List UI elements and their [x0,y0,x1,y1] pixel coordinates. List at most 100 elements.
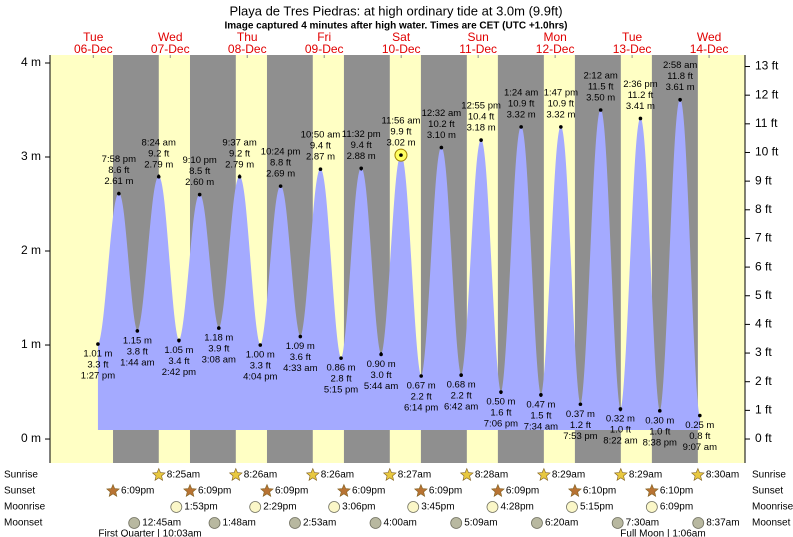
m-label: 1.15 m [123,335,152,346]
sun-icon [305,467,320,481]
time-label: 2:12 am [584,71,618,82]
sun-icon [644,483,659,497]
ft-label: 3.8 ft [127,346,148,357]
row-label: Sunset [752,486,783,497]
event-time: 6:09pm [352,486,385,497]
m-label: 3.10 m [427,130,456,141]
moon-phase-note: Full Moon | 1:06am [620,529,705,537]
event-time: 1:48am [223,518,256,529]
y2-tick-label: 1 ft [755,403,772,417]
ft-label: 11.2 ft [628,90,654,101]
tide-point-ft [157,174,160,177]
date-label: 06-Dec [74,42,113,56]
m-label: 0.86 m [327,363,356,374]
ft-label: 10.2 ft [428,119,455,130]
moon-icon [170,501,183,513]
m-label: 3.50 m [586,93,615,104]
m-label: 0.30 m [645,415,674,426]
time-label: 3:08 am [202,355,236,366]
tide-point-ft [198,194,201,197]
time-label: 5:15 pm [324,385,358,396]
sun-icon [490,483,505,497]
moon-icon [289,517,301,529]
tide-point-ft [117,191,120,194]
ft-label: 9.2 ft [229,148,250,159]
sun-icon [536,467,551,481]
event-time: 2:53am [303,518,336,529]
time-label: 11:56 am [382,116,421,127]
event-time: 8:30am [706,470,739,481]
y2-tick-label: 6 ft [755,259,772,273]
tide-point-ft [559,125,562,128]
tide-point-ft [380,352,383,355]
time-label: 8:24 am [142,137,176,148]
ft-label: 1.5 ft [530,410,551,421]
tide-point-ft [460,374,463,377]
event-time: 6:09pm [660,502,693,513]
m-label: 0.67 m [407,381,436,392]
event-time: 3:45pm [421,502,454,513]
time-label: 8:38 pm [643,437,677,448]
moon-icon [611,517,624,529]
tide-point-ft [499,392,502,395]
time-label: 1:24 am [504,87,538,98]
event-time: 1:53pm [184,502,217,513]
y2-tick-label: 0 ft [755,431,772,445]
time-label: 1:27 pm [81,371,115,382]
event-time: 5:09am [464,518,497,529]
time-label: 9:10 pm [183,155,217,166]
ft-label: 9.2 ft [148,148,169,159]
y2-tick-label: 2 ft [755,374,772,388]
event-time: 3:06pm [342,502,375,513]
moon-icon [450,517,463,529]
moon-icon [249,501,262,513]
y-tick-label: 4 m [21,55,41,69]
event-time: 8:25am [167,470,200,481]
time-label: 11:32 pm [342,129,381,140]
sun-icon [459,467,474,481]
time-label: 9:37 am [222,137,256,148]
chart-subtitle: Image captured 4 minutes after high wate… [225,21,568,32]
event-time: 6:09pm [121,486,154,497]
sun-icon [228,467,243,481]
time-label: 10:24 pm [261,147,301,158]
tide-point-ft [639,117,642,120]
time-label: 7:58 pm [102,154,136,165]
ft-label: 9.4 ft [310,141,331,152]
y2-tick-label: 11 ft [755,116,778,130]
ft-label: 1.0 ft [610,424,631,435]
tide-line [97,99,701,417]
sun-icon [106,483,120,497]
tide-point [237,174,242,179]
tide-point-ft [698,415,701,418]
m-label: 1.18 m [204,333,233,344]
tide-point-ft [539,395,542,398]
m-label: 2.79 m [225,159,254,170]
event-time: 4:00am [384,518,417,529]
sun-icon [151,467,166,481]
date-label: 07-Dec [151,42,190,56]
m-label: 0.90 m [367,359,396,370]
date-label: 09-Dec [305,42,344,56]
tide-point-ft [238,174,241,177]
m-label: 2.61 m [104,176,133,187]
m-label: 3.41 m [626,101,655,112]
ft-label: 3.3 ft [250,361,271,372]
tide-point-ft [520,125,523,128]
tide-point-ft [319,168,322,171]
row-label: Moonset [4,518,43,529]
tide-point-ft [217,326,220,329]
moon-phase-note: First Quarter | 10:03am [98,529,201,537]
time-label: 6:14 pm [404,403,438,414]
m-label: 1.00 m [246,350,275,361]
m-label: 1.05 m [164,345,193,356]
date-label: 08-Dec [228,42,267,56]
sun-icon [613,467,628,481]
ft-label: 2.2 ft [411,392,432,403]
time-label: 7:53 pm [563,431,597,442]
ft-label: 3.3 ft [87,360,108,371]
m-label: 1.09 m [286,341,315,352]
ft-label: 11.5 ft [588,82,614,93]
chart-title: Playa de Tres Piedras: at high ordinary … [229,3,562,18]
event-time: 8:28am [475,470,508,481]
